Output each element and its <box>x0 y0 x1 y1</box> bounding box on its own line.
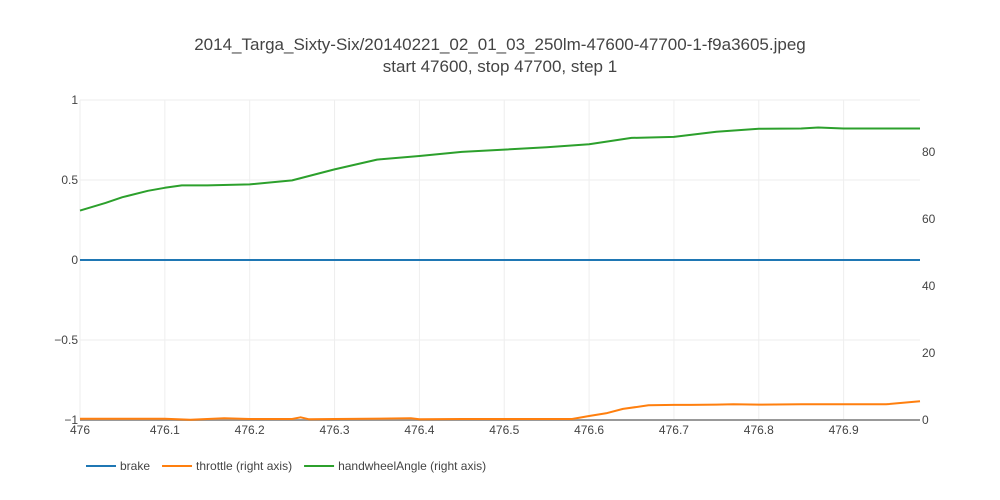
y-right-tick-label: 80 <box>922 145 936 159</box>
series-line-throttle <box>80 400 921 421</box>
y-right-tick-label: 40 <box>922 279 936 293</box>
x-tick-label: 476.9 <box>829 423 859 437</box>
x-tick-label: 476.5 <box>489 423 519 437</box>
legend-label: brake <box>120 459 150 473</box>
y-left-tick-label: −0.5 <box>54 333 78 347</box>
x-tick-label: 476.1 <box>150 423 180 437</box>
legend-item-handwheelangle[interactable]: handwheelAngle (right axis) <box>304 459 486 473</box>
legend[interactable]: brake throttle (right axis) handwheelAngle… <box>86 459 486 473</box>
x-tick-label: 476.4 <box>404 423 434 437</box>
legend-label: throttle (right axis) <box>196 459 292 473</box>
y-right-tick-label: 20 <box>922 346 936 360</box>
y-left-tick-label: 0.5 <box>61 173 78 187</box>
legend-label: handwheelAngle (right axis) <box>338 459 486 473</box>
x-tick-label: 476.3 <box>320 423 350 437</box>
y-right-tick-label: 60 <box>922 212 936 226</box>
axis-labels: 476 476.1 476.2 476.3 476.4 476.5 476.6 476.7 47… <box>54 93 935 437</box>
y-left-tick-label: 0 <box>71 253 78 267</box>
y-left-tick-label: 1 <box>71 93 78 107</box>
x-tick-label: 476.6 <box>574 423 604 437</box>
series-line-handwheelangle <box>79 126 920 212</box>
y-right-tick-label: 0 <box>922 413 929 427</box>
x-tick-label: 476.2 <box>235 423 265 437</box>
x-tick-label: 476.7 <box>659 423 689 437</box>
legend-item-brake[interactable]: brake <box>86 459 150 473</box>
x-tick-label: 476 <box>70 423 90 437</box>
y-left-tick-label: −1 <box>64 413 78 427</box>
chart-subtitle: start 47600, stop 47700, step 1 <box>383 57 617 76</box>
chart-title: 2014_Targa_Sixty-Six/20140221_02_01_03_2… <box>194 35 806 54</box>
legend-item-throttle[interactable]: throttle (right axis) <box>162 459 292 473</box>
series-layer <box>79 126 921 421</box>
x-tick-label: 476.8 <box>744 423 774 437</box>
